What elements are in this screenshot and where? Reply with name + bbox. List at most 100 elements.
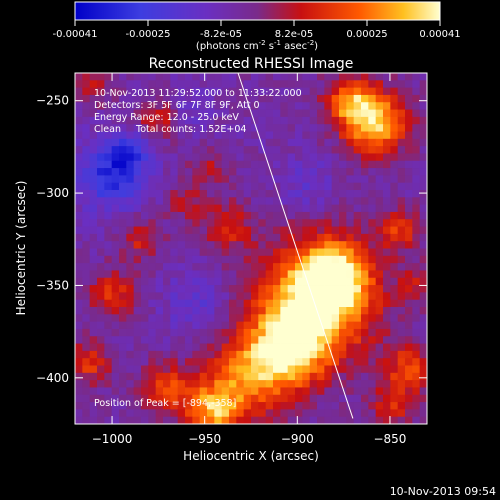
heatmap-cell [185, 248, 193, 257]
heatmap-cell [97, 138, 105, 147]
x-tick-label: −850 [373, 432, 406, 446]
axes: −1000 −950 −900 −850−250−300−350−400 [36, 73, 427, 446]
heatmap-cell [97, 160, 105, 169]
heatmap-cell [265, 409, 274, 418]
heatmap-cell [383, 153, 391, 162]
heatmap-cell [75, 416, 83, 424]
heatmap-cell [155, 394, 164, 403]
heatmap-cell [280, 211, 289, 220]
heatmap-cell [126, 102, 135, 110]
heatmap-cell [397, 241, 406, 249]
heatmap-cell [302, 211, 311, 220]
heatmap-cell [273, 307, 281, 315]
heatmap-cell [221, 153, 230, 162]
x-tick-label: −950 [188, 432, 221, 446]
heatmap-cell [82, 365, 91, 374]
heatmap-cell [309, 168, 318, 176]
heatmap-cell [163, 131, 171, 140]
heatmap-cell [317, 87, 325, 96]
heatmap-cell [324, 402, 333, 410]
heatmap-cell [111, 131, 120, 140]
heatmap-cell [170, 124, 179, 132]
heatmap-cell [375, 153, 384, 162]
heatmap-cell [353, 153, 362, 162]
heatmap-cell [82, 372, 91, 381]
heatmap-cell [397, 182, 406, 191]
heatmap-cell [361, 131, 369, 140]
heatmap-cell [251, 219, 259, 227]
heatmap-cell [273, 219, 281, 227]
heatmap-cell [258, 219, 267, 227]
heatmap-cell [331, 255, 340, 264]
heatmap-cell [368, 73, 377, 81]
heatmap-cell [280, 87, 289, 96]
heatmap-cell [163, 292, 171, 301]
heatmap-cell [243, 153, 252, 162]
heatmap-cell [243, 168, 252, 176]
heatmap-cell [126, 372, 135, 381]
heatmap-cell [104, 307, 113, 315]
heatmap-cell [353, 204, 362, 213]
heatmap-cell [302, 116, 311, 125]
heatmap-cell [265, 138, 274, 147]
heatmap-cell [133, 255, 142, 264]
heatmap-cell [265, 131, 274, 140]
heatmap-cell [324, 248, 333, 257]
heatmap-cell [280, 241, 289, 249]
heatmap-cell [163, 314, 171, 323]
heatmap-cell [229, 204, 237, 213]
heatmap-cell [177, 307, 186, 315]
heatmap-cell [126, 343, 135, 352]
heatmap-cell [302, 416, 311, 424]
heatmap-cell [82, 168, 91, 176]
heatmap-cell [163, 138, 171, 147]
heatmap-cell [89, 328, 98, 337]
heatmap-cell [104, 336, 113, 344]
heatmap-cell [295, 153, 303, 162]
heatmap-cell [280, 409, 289, 418]
heatmap-cell [317, 80, 325, 89]
heatmap-cell [361, 270, 369, 279]
heatmap-cell [251, 109, 259, 118]
heatmap-cell [287, 204, 296, 213]
heatmap-cell [280, 299, 289, 308]
heatmap-cell [390, 248, 399, 257]
heatmap-cell [141, 255, 149, 264]
heatmap-cell [309, 153, 318, 162]
heatmap-cell [97, 131, 105, 140]
heatmap-cell [97, 270, 105, 279]
footer-timestamp: 10-Nov-2013 09:54 [390, 485, 496, 498]
heatmap-cell [236, 131, 245, 140]
heatmap-cell [236, 314, 245, 323]
heatmap-cell [199, 314, 208, 323]
heatmap-cell [280, 138, 289, 147]
heatmap-cell [405, 307, 413, 315]
heatmap-cell [82, 248, 91, 257]
heatmap-cell [192, 241, 201, 249]
heatmap-cell [412, 321, 421, 330]
heatmap-cell [405, 168, 413, 176]
heatmap-cell [309, 204, 318, 213]
heatmap-cell [339, 233, 347, 242]
heatmap-cell [221, 343, 230, 352]
heatmap-cell [199, 153, 208, 162]
heatmap-cell [119, 219, 127, 227]
heatmap-cell [104, 285, 113, 293]
heatmap-cell [111, 372, 120, 381]
heatmap-cell [229, 387, 237, 396]
heatmap-cell [251, 263, 259, 271]
heatmap-cell [221, 241, 230, 249]
heatmap-cell [170, 175, 179, 184]
heatmap-cell [302, 94, 311, 103]
heatmap-cell [97, 116, 105, 125]
heatmap-cell [214, 73, 223, 81]
heatmap-cell [192, 285, 201, 293]
heatmap-cell [390, 380, 399, 388]
heatmap-cell [236, 248, 245, 257]
heatmap-cell [111, 175, 120, 184]
heatmap-cell [207, 248, 215, 257]
heatmap-cell [214, 372, 223, 381]
heatmap-cell [390, 160, 399, 169]
heatmap-cell [75, 182, 83, 191]
heatmap-cell [412, 175, 421, 184]
